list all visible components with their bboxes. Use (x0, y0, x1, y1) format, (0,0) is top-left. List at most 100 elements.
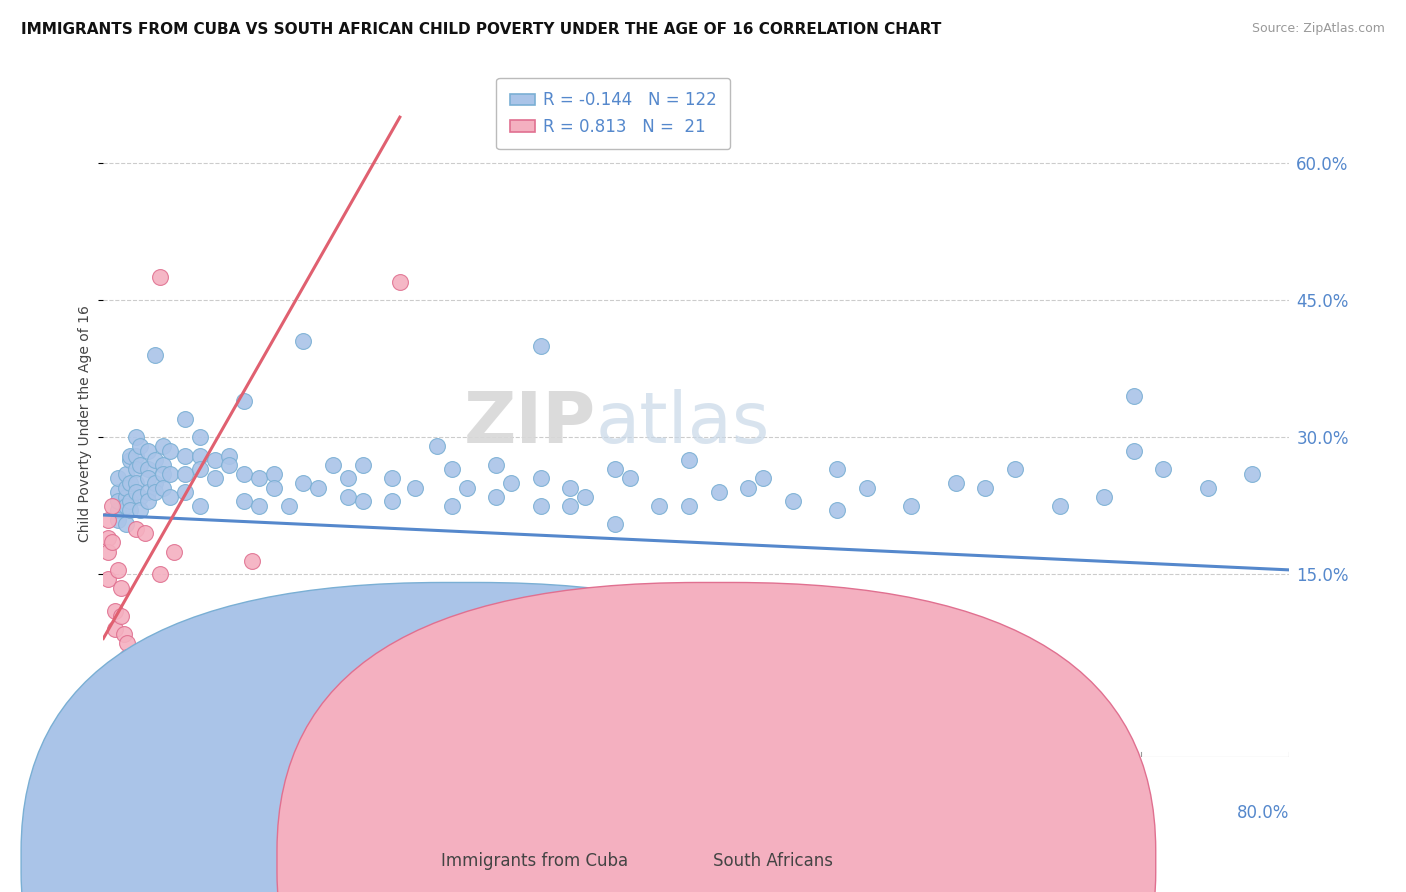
Point (381, 471, 404, 485)
Point (560, 499, 582, 513)
Point (188, 449, 211, 463)
Point (143, 485, 166, 500)
Point (97, 572, 120, 586)
Point (485, 490, 508, 504)
Point (149, 567, 172, 582)
Point (159, 490, 181, 504)
Point (118, 503, 141, 517)
Point (782, 494, 804, 508)
Point (678, 453, 700, 467)
Point (499, 475, 522, 490)
Text: Source: ZipAtlas.com: Source: ZipAtlas.com (1251, 22, 1385, 36)
Text: IMMIGRANTS FROM CUBA VS SOUTH AFRICAN CHILD POVERTY UNDER THE AGE OF 16 CORRELAT: IMMIGRANTS FROM CUBA VS SOUTH AFRICAN CH… (21, 22, 942, 37)
Point (173, 485, 195, 500)
Point (104, 604, 127, 618)
Text: atlas: atlas (596, 389, 770, 458)
Point (678, 499, 700, 513)
Point (136, 494, 159, 508)
Point (381, 494, 404, 508)
Point (752, 471, 775, 485)
Point (603, 517, 626, 532)
Point (530, 339, 553, 353)
Point (574, 490, 596, 504)
Point (188, 499, 211, 513)
Point (134, 526, 156, 541)
Point (352, 458, 374, 472)
Point (125, 522, 148, 536)
Point (440, 462, 463, 476)
Point (143, 348, 166, 362)
Point (173, 467, 195, 481)
Point (440, 499, 463, 513)
Point (104, 623, 127, 637)
Point (136, 462, 159, 476)
Point (336, 490, 359, 504)
Point (97, 513, 120, 527)
Point (112, 627, 135, 641)
Point (188, 462, 211, 476)
Point (322, 458, 344, 472)
Point (560, 481, 582, 495)
Point (129, 439, 152, 453)
Point (107, 485, 129, 500)
Point (352, 494, 374, 508)
Point (204, 471, 226, 485)
Point (388, 275, 411, 289)
Text: Immigrants from Cuba: Immigrants from Cuba (440, 852, 628, 870)
Point (107, 471, 129, 485)
Point (107, 513, 129, 527)
Point (404, 481, 426, 495)
Point (110, 608, 132, 623)
Point (603, 462, 626, 476)
Point (825, 503, 848, 517)
Point (101, 499, 124, 513)
Point (648, 499, 671, 513)
Point (152, 481, 174, 495)
Point (118, 494, 141, 508)
Point (159, 467, 181, 481)
Point (233, 494, 256, 508)
Point (173, 412, 195, 426)
Point (233, 467, 256, 481)
Point (129, 458, 152, 472)
Point (101, 535, 124, 549)
Point (247, 499, 270, 513)
Point (118, 453, 141, 467)
Point (125, 485, 148, 500)
Point (1241, 467, 1264, 481)
Point (336, 471, 359, 485)
Point (163, 544, 186, 558)
Point (114, 517, 136, 532)
Point (152, 467, 174, 481)
Point (152, 458, 174, 472)
Point (292, 475, 315, 490)
Point (173, 449, 195, 463)
Point (129, 503, 152, 517)
Point (204, 453, 226, 467)
Point (1092, 490, 1115, 504)
Point (1122, 444, 1144, 458)
Point (136, 444, 159, 458)
Point (307, 481, 329, 495)
Text: South Africans: South Africans (713, 852, 834, 870)
Point (129, 490, 152, 504)
Point (263, 467, 285, 481)
Point (1122, 389, 1144, 403)
Point (1004, 462, 1026, 476)
Point (114, 467, 136, 481)
Point (143, 453, 166, 467)
Point (118, 475, 141, 490)
Point (125, 475, 148, 490)
Point (233, 393, 256, 408)
Point (143, 475, 166, 490)
Point (900, 499, 922, 513)
Point (125, 449, 148, 463)
Text: 0.0%: 0.0% (103, 805, 145, 822)
Point (530, 499, 553, 513)
Point (707, 485, 730, 500)
Point (115, 636, 138, 650)
Point (107, 503, 129, 517)
Point (152, 439, 174, 453)
Point (110, 581, 132, 595)
Point (188, 430, 211, 444)
